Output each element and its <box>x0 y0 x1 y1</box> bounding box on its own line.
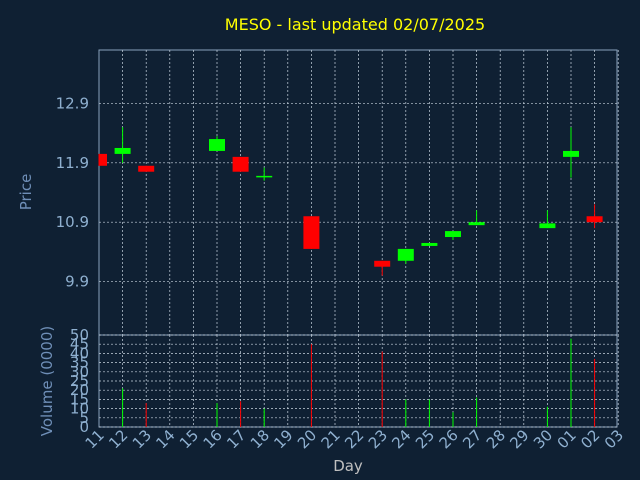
x-tick-label: 29 <box>506 426 532 452</box>
price-y-tick-label: 10.9 <box>56 213 89 231</box>
x-tick-label: 18 <box>247 426 273 452</box>
candle-body <box>303 216 320 249</box>
candle-body <box>445 231 461 238</box>
price-panel-frame <box>98 49 618 336</box>
candle-body <box>256 175 273 178</box>
candles <box>98 127 603 276</box>
candle-body <box>138 165 155 172</box>
x-tick-label: 02 <box>577 426 603 452</box>
x-tick-label: 25 <box>412 426 438 452</box>
x-tick-label: 16 <box>200 426 226 452</box>
price-grid <box>99 50 619 335</box>
x-tick-label: 23 <box>365 426 391 452</box>
volume-y-tick-label: 20 <box>70 381 89 399</box>
x-ticks: 1112131415161718192021222324252627282930… <box>82 426 627 452</box>
x-tick-label: 03 <box>601 426 627 452</box>
x-tick-label: 21 <box>318 426 344 452</box>
volume-y-tick-label: 45 <box>70 335 89 353</box>
candle-body <box>209 139 225 151</box>
x-tick-label: 01 <box>554 426 580 452</box>
volume-y-tick-label: 0 <box>79 418 89 436</box>
x-tick-label: 12 <box>105 426 131 452</box>
candle-body <box>539 223 556 229</box>
volume-y-tick-label: 15 <box>70 390 89 408</box>
volume-grid <box>99 334 619 428</box>
price-y-tick-label: 9.9 <box>65 273 89 291</box>
x-axis-label: Day <box>333 457 363 475</box>
candle-body <box>468 222 485 226</box>
price-y-tick-label: 11.9 <box>56 154 89 172</box>
volume-y-tick-label: 5 <box>79 409 89 427</box>
volume-y-tick-label: 50 <box>70 326 89 344</box>
candle-body <box>421 242 438 246</box>
candle-body <box>232 156 249 172</box>
volume-bars <box>122 338 596 427</box>
price-y-ticks: 9.9 10.9 11.9 12.9 <box>56 94 89 290</box>
x-tick-label: 19 <box>270 426 296 452</box>
volume-y-tick-label: 35 <box>70 354 89 372</box>
x-tick-label: 15 <box>176 426 202 452</box>
candle-body <box>397 248 414 261</box>
candle-body <box>114 147 131 154</box>
x-tick-label: 20 <box>294 426 320 452</box>
x-tick-label: 30 <box>530 426 556 452</box>
x-tick-label: 22 <box>341 426 367 452</box>
volume-y-tick-label: 10 <box>70 400 89 418</box>
volume-axis-label: Volume (0000) <box>38 326 56 436</box>
volume-y-tick-label: 30 <box>70 363 89 381</box>
chart-title: MESO - last updated 02/07/2025 <box>225 15 485 34</box>
price-axis-label: Price <box>17 174 35 211</box>
candle-body <box>99 153 107 166</box>
x-tick-label: 17 <box>223 426 249 452</box>
x-tick-label: 24 <box>388 426 414 452</box>
x-tick-label: 27 <box>459 426 485 452</box>
candle-body <box>374 260 391 267</box>
x-tick-label: 28 <box>483 426 509 452</box>
x-tick-label: 14 <box>152 426 178 452</box>
x-tick-label: 26 <box>436 426 462 452</box>
x-tick-label: 13 <box>129 426 155 452</box>
volume-y-tick-label: 25 <box>70 372 89 390</box>
candle-body <box>586 216 603 223</box>
candle-body <box>563 150 579 157</box>
price-y-tick-label: 12.9 <box>56 94 89 112</box>
volume-y-tick-label: 40 <box>70 344 89 362</box>
